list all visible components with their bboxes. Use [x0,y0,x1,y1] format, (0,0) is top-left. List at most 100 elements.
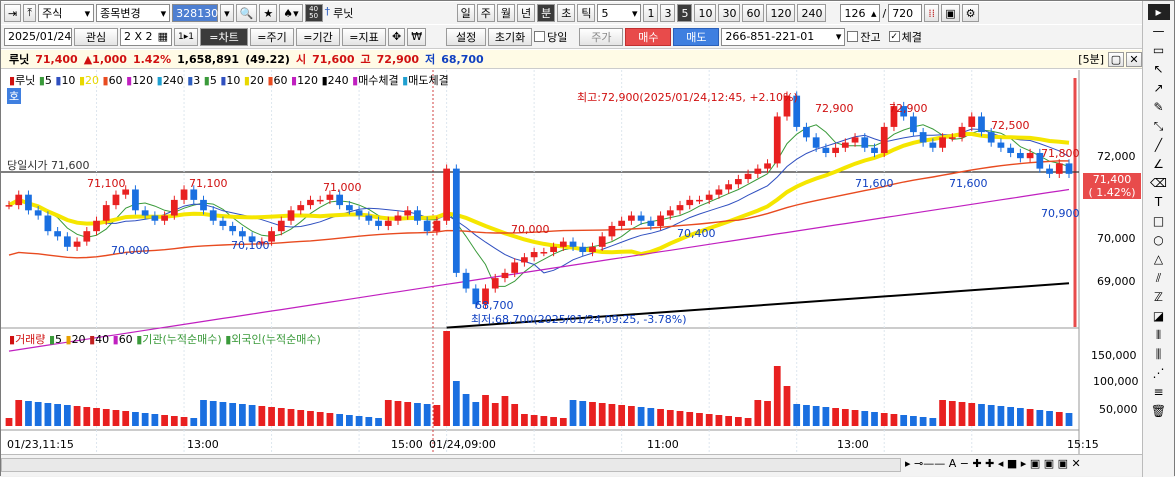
account-select[interactable]: 266-851-221-01 ▾ [721,27,846,46]
reset-button[interactable]: 초기화 [488,27,533,46]
sell-button[interactable]: 매도 [673,27,720,46]
window-icon[interactable]: ▭ [1152,43,1165,57]
interval-5[interactable]: 5 [677,4,693,22]
volume-bar [93,408,100,426]
interval-30[interactable]: 30 [718,4,741,22]
today-checkbox[interactable]: 당일 [534,29,567,45]
total-input[interactable]: 720 [888,4,923,22]
rect-icon[interactable]: □ [1152,214,1165,228]
zigzag-icon[interactable]: ℤ [1154,290,1163,304]
balance-checkbox[interactable]: 잔고 [847,29,881,45]
eraser-icon[interactable]: ⌫ [1150,176,1167,190]
volume-bar [219,402,227,426]
market-select[interactable]: 주식 ▾ [38,4,95,22]
expand-icon[interactable]: ▸ [1147,4,1170,20]
interval-10[interactable]: 10 [694,4,717,22]
interval-1[interactable]: 1 [643,4,659,22]
candle [1007,147,1015,153]
stock-change-select[interactable]: 종목변경 ▾ [96,4,171,22]
bars-icon[interactable]: ⫼ [1155,346,1162,361]
period-second[interactable]: 초 [557,4,576,22]
code-dropdown-icon[interactable]: ▾ [220,4,234,22]
period-minute[interactable]: 분 [537,4,556,22]
circle-icon[interactable]: ○ [1153,233,1164,247]
info-pct: 1.42% [132,52,172,66]
zoom-controls[interactable]: ▸ ⊸—— A − ✚ ✚ ◂ ■ ▸ ▣ ▣ ▣ ✕ [905,457,1081,470]
candle [433,220,441,232]
filled-checkbox[interactable]: ✓ 체결 [888,30,922,44]
period-month[interactable]: 월 [496,4,515,22]
one-to-one-button[interactable]: 1▸1 [174,27,198,46]
text-icon[interactable]: T [1154,195,1163,209]
stock-code-input[interactable]: 328130 [172,4,219,22]
layout-select[interactable]: 2 X 2 ▦ [120,27,172,46]
minus-icon[interactable]: — [1152,24,1165,38]
save-icon[interactable]: ▣ [941,4,960,22]
volume-axis-150000: 150,000 [1091,349,1137,362]
interval-240[interactable]: 240 [797,4,827,22]
candle [491,278,499,289]
volume-bar [734,417,742,426]
crosshair-icon[interactable]: ✥ [387,27,406,46]
triangle-icon[interactable]: △ [1153,252,1164,266]
cycle-icon[interactable]: ⦀ [1155,327,1162,342]
volume-bar [589,402,596,426]
period-value-select[interactable]: 5 ▾ [597,4,642,22]
period-year[interactable]: 년 [516,4,536,22]
pen-icon[interactable]: ✎ [1153,100,1164,114]
toggle-40-50[interactable]: 40 50 [304,4,323,22]
volume-bar [472,402,480,426]
interval-3[interactable]: 3 [660,4,676,22]
indicator-button[interactable]: =지표 [341,27,386,46]
buy-button[interactable]: 매수 [625,27,672,46]
volume-bar [491,403,499,426]
price-legend: ▮루닛 ▮5 ▮10 ▮20 ▮60 ▮120 ▮240 ▮3 ▮5 ▮10 ▮… [9,74,449,87]
angle-icon[interactable]: ∠ [1153,157,1164,171]
period-day[interactable]: 일 [456,4,475,22]
gann-icon[interactable]: ⋰ [1152,366,1165,380]
label-hi-5: 72,900 [815,102,854,115]
volume-bar [414,403,421,426]
date-input[interactable]: 2025/01/24 [4,27,72,46]
candle [34,210,42,216]
period-week[interactable]: 주 [476,4,495,22]
close-icon[interactable]: ✕ [1126,51,1142,67]
chart-button[interactable]: =차트 [199,27,248,46]
interval-60[interactable]: 60 [742,4,765,22]
interval-120[interactable]: 120 [766,4,796,22]
trash-icon[interactable]: 🗑 [1150,404,1167,418]
price-axis-70000: 70,000 [1097,232,1136,245]
won-button[interactable]: ₩ [407,27,427,46]
candle [822,147,830,153]
price-button[interactable]: 주가 [579,27,624,46]
volume-bar [102,409,110,426]
fib-icon[interactable]: ◪ [1152,309,1165,323]
top-icon[interactable]: ⤒ [23,4,37,22]
ray-icon[interactable]: ⤡ [1153,118,1164,133]
grid-lines-icon[interactable]: ≡ [1153,385,1164,399]
chart-area[interactable] [1,70,1144,454]
watch-button[interactable]: 관심 [74,27,118,46]
pin-icon[interactable]: ⇥ [4,4,22,22]
channel-icon[interactable]: ⫽ [1155,270,1162,285]
candle [812,137,820,148]
restore-icon[interactable]: ▢ [1108,51,1124,67]
settings-button[interactable]: 설정 [446,27,487,46]
star-icon[interactable]: ★ [259,4,278,22]
bottom-bar: ▸ ⊸—— A − ✚ ✚ ◂ ■ ▸ ▣ ▣ ▣ ✕ [1,454,1144,476]
grid-icon[interactable]: ⁞⁞ [924,4,940,22]
gear-icon[interactable]: ⚙ [961,4,980,22]
period-button[interactable]: =주기 [249,27,294,46]
horizontal-scrollbar[interactable] [1,458,901,472]
count-input[interactable]: 126 ▴ [840,4,881,22]
arrow-draw-icon[interactable]: ↗ [1153,81,1164,95]
ho-badge[interactable]: 호 [7,88,22,104]
slash: / [882,6,887,20]
pointer-icon[interactable]: ↖ [1153,62,1164,76]
candle [336,194,344,206]
spade-icon[interactable]: ♠▾ [279,4,303,22]
line-icon[interactable]: ╱ [1154,138,1163,152]
search-icon[interactable]: 🔍 [235,4,258,22]
period-tick[interactable]: 틱 [577,4,596,22]
range-button[interactable]: =기간 [295,27,340,46]
